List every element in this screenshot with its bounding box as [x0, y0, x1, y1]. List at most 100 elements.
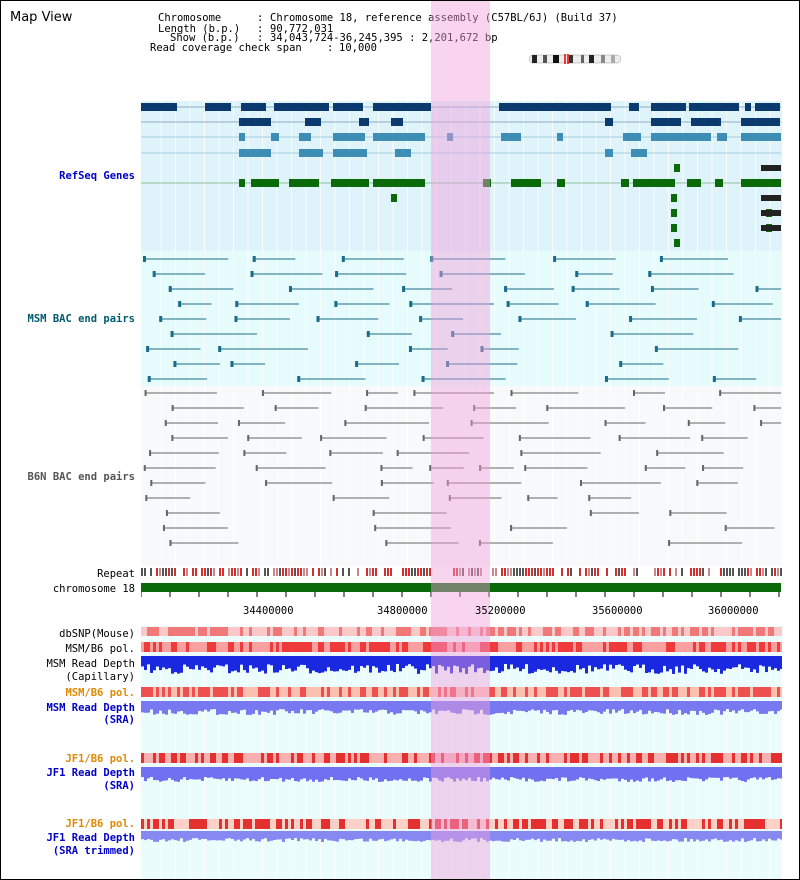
depth-bar	[717, 767, 720, 778]
heat-cell	[549, 642, 552, 652]
depth-bar	[447, 831, 450, 841]
heat-cell	[507, 642, 510, 652]
depth-bar	[618, 767, 621, 782]
depth-bar	[210, 701, 213, 710]
depth-bar	[447, 701, 450, 711]
bac-end	[366, 390, 369, 396]
heat-cell	[657, 627, 660, 636]
heat-cell	[669, 642, 672, 652]
repeat-mark	[672, 568, 674, 576]
depth-bar	[753, 701, 756, 710]
repeat-mark	[612, 568, 614, 576]
depth-bar	[372, 656, 375, 667]
depth-bar	[498, 831, 501, 841]
depth-bar	[156, 656, 159, 667]
depth-bar	[234, 831, 237, 841]
depth-bar	[366, 831, 369, 842]
bac-end	[152, 271, 156, 277]
chromosome-ideogram[interactable]	[529, 54, 621, 64]
depth-bar	[654, 767, 657, 782]
heat-cell	[654, 642, 657, 652]
heat-cell	[303, 819, 306, 829]
chromosome-colon: :	[257, 12, 264, 24]
depth-bar	[723, 701, 726, 712]
heat-cell	[204, 687, 207, 697]
heat-cell	[420, 687, 423, 697]
depth-bar	[507, 831, 510, 842]
heat-cell	[513, 627, 516, 636]
ruler-tick-label: 35200000	[475, 605, 526, 617]
msm-read-depth-label-2[interactable]: MSM Read Depth	[46, 702, 135, 714]
depth-bar	[516, 656, 519, 668]
heat-cell	[477, 687, 480, 697]
depth-bar	[621, 767, 624, 779]
heat-cell	[387, 819, 390, 829]
depth-bar	[765, 831, 768, 842]
heat-cell	[456, 642, 459, 652]
depth-bar	[405, 656, 408, 666]
jf1-read-depth-label-1[interactable]: JF1 Read Depth	[46, 767, 135, 779]
jf1-read-depth-label-2[interactable]: JF1 Read Depth	[46, 832, 135, 844]
b6n-bac-label[interactable]: B6N BAC end pairs	[27, 471, 135, 483]
heat-cell	[702, 687, 705, 697]
heat-cell	[690, 819, 693, 829]
bac-end	[372, 510, 375, 516]
depth-bar	[777, 831, 780, 839]
depth-bar	[216, 701, 219, 715]
heat-cell	[612, 753, 615, 763]
heat-cell	[510, 819, 513, 829]
heat-cell	[273, 687, 276, 697]
depth-bar	[147, 831, 150, 840]
heat-cell	[459, 627, 462, 636]
refseq-genes-label[interactable]: RefSeq Genes	[59, 170, 135, 182]
depth-bar	[690, 701, 693, 711]
heat-cell	[279, 627, 282, 636]
depth-bar	[678, 701, 681, 711]
heat-cell	[282, 687, 285, 697]
depth-bar	[291, 656, 294, 672]
heat-cell	[291, 819, 294, 829]
depth-bar	[471, 767, 474, 781]
depth-bar	[645, 831, 648, 839]
repeat-mark	[579, 568, 581, 576]
heat-cell	[657, 642, 660, 652]
track-area[interactable]	[141, 101, 782, 879]
heat-cell	[372, 627, 375, 636]
heat-cell	[705, 687, 708, 697]
gene-block	[651, 133, 711, 141]
heat-cell	[636, 687, 639, 697]
depth-bar	[582, 831, 585, 840]
heat-cell	[537, 687, 540, 697]
depth-bar	[669, 831, 672, 841]
gene-block	[239, 118, 271, 126]
selected-region-highlight[interactable]	[431, 1, 490, 879]
gene-block	[373, 179, 425, 187]
depth-bar	[255, 767, 258, 782]
depth-bar	[204, 701, 207, 710]
bac-end	[518, 435, 521, 441]
heat-cell	[486, 627, 489, 636]
heat-cell	[279, 642, 282, 652]
heat-cell	[597, 627, 600, 636]
heat-cell	[654, 627, 657, 636]
heat-cell	[387, 687, 390, 697]
depth-bar	[570, 831, 573, 841]
heat-cell	[348, 642, 351, 652]
heat-cell	[615, 642, 618, 652]
depth-bar	[780, 656, 782, 670]
heat-cell	[375, 627, 378, 636]
heat-cell	[219, 753, 222, 763]
heat-cell	[576, 642, 579, 652]
msm-bac-label[interactable]: MSM BAC end pairs	[27, 313, 135, 325]
depth-bar	[771, 701, 774, 711]
depth-bar	[408, 831, 411, 841]
heat-cell	[390, 819, 393, 829]
heat-cell	[504, 819, 507, 829]
depth-bar	[687, 767, 690, 778]
gene-block	[674, 164, 680, 172]
heat-cell	[216, 819, 219, 829]
bac-end	[650, 286, 654, 292]
repeat-mark	[762, 568, 764, 576]
gene-block	[333, 149, 367, 157]
heat-cell	[144, 642, 147, 652]
